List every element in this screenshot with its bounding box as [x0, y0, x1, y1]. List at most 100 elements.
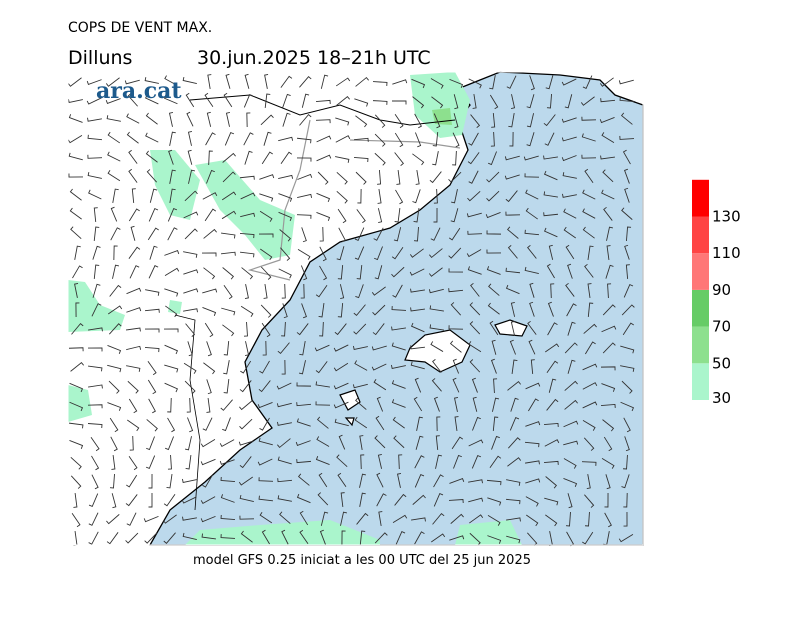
- wind-barb: [319, 226, 324, 242]
- wind-barb: [561, 155, 577, 162]
- wind-barb: [333, 382, 349, 390]
- wind-barb: [430, 227, 441, 241]
- wind-barb: [299, 114, 312, 126]
- wind-barb: [258, 495, 274, 502]
- wind-barb: [241, 267, 254, 280]
- wind-barb: [491, 112, 496, 128]
- wind-barb: [394, 132, 404, 148]
- wind-barb: [258, 233, 274, 238]
- wind-barb: [561, 136, 577, 142]
- wind-barb: [582, 531, 594, 545]
- wind-barb: [504, 174, 520, 180]
- wind-barb: [357, 188, 362, 204]
- wind-barb: [128, 455, 138, 471]
- wind-barb: [319, 321, 324, 337]
- wind-barb: [86, 79, 102, 85]
- wind-barb: [206, 341, 212, 357]
- wind-barb: [71, 323, 84, 335]
- wind-barb: [486, 249, 502, 254]
- wind-barb: [371, 363, 387, 371]
- wind-barb: [547, 301, 554, 317]
- wind-barb: [601, 457, 615, 469]
- wind-barb: [563, 208, 577, 219]
- wind-barb: [450, 302, 462, 316]
- wind-barb: [259, 210, 273, 222]
- wind-barb: [374, 532, 388, 544]
- wind-barb: [582, 189, 596, 200]
- wind-barb: [243, 321, 248, 337]
- wind-barb: [618, 533, 634, 543]
- wind-barb: [72, 265, 83, 279]
- wind-barb: [203, 267, 216, 280]
- wind-barb: [316, 212, 331, 221]
- wind-barb: [488, 151, 497, 166]
- wind-barb: [333, 362, 349, 372]
- wind-barb: [430, 78, 444, 89]
- wind-barb: [185, 92, 195, 108]
- wind-barb: [564, 380, 578, 391]
- wind-barb: [181, 496, 197, 504]
- wind-barb: [239, 418, 253, 430]
- wind-barb: [88, 189, 102, 200]
- wind-barb: [92, 245, 101, 260]
- wind-barb: [202, 192, 218, 200]
- wind-barb: [148, 492, 153, 508]
- wind-barb: [413, 396, 423, 412]
- wind-barb: [489, 320, 499, 336]
- wind-barb: [469, 302, 481, 316]
- wind-barb: [87, 365, 103, 372]
- wind-barb: [392, 284, 403, 298]
- wind-barb: [468, 132, 479, 146]
- wind-barb: [148, 473, 153, 489]
- wind-barb: [334, 418, 349, 427]
- wind-barb: [599, 117, 615, 124]
- wind-barb: [187, 130, 193, 146]
- wind-barb: [623, 417, 631, 433]
- map-frame: [67, 71, 644, 546]
- wind-barb: [393, 435, 405, 449]
- wind-barb: [297, 193, 313, 198]
- wind-barb: [372, 323, 385, 336]
- wind-barb: [469, 532, 481, 546]
- wind-barb: [525, 496, 539, 507]
- legend-label: 30: [712, 389, 731, 407]
- wind-barb: [451, 436, 464, 450]
- wind-barb: [259, 174, 275, 180]
- wind-barb: [300, 265, 308, 281]
- wind-barb: [567, 263, 573, 279]
- wind-barb: [317, 171, 329, 185]
- wind-barb: [625, 226, 632, 242]
- wind-barb: [70, 361, 84, 372]
- wind-barb: [524, 173, 540, 178]
- wind-barb: [299, 510, 309, 526]
- wind-barb: [396, 472, 402, 488]
- wind-barb: [415, 170, 420, 185]
- wind-barb: [432, 131, 439, 147]
- wind-barb: [109, 473, 115, 489]
- wind-barb: [187, 417, 194, 433]
- wind-barb: [108, 323, 122, 335]
- wind-barb: [376, 396, 384, 412]
- wind-barb: [567, 359, 576, 374]
- wind-barb: [319, 529, 326, 545]
- wind-barb: [530, 359, 535, 375]
- wind-barb: [391, 380, 406, 389]
- wind-barb: [341, 530, 346, 546]
- wind-barb: [600, 98, 616, 103]
- wind-barb: [259, 360, 270, 374]
- wind-barb: [507, 381, 522, 391]
- wind-barb: [334, 323, 347, 336]
- wind-barb: [452, 132, 460, 148]
- wind-barb: [506, 226, 519, 239]
- wind-barb: [164, 382, 178, 393]
- legend-label: 70: [712, 318, 731, 336]
- wind-barb: [548, 378, 557, 393]
- wind-barb: [147, 379, 157, 395]
- wind-barb: [246, 112, 251, 128]
- wind-barb: [67, 98, 83, 104]
- wind-barb: [470, 282, 480, 297]
- ibiza: [339, 389, 361, 427]
- wind-barb: [374, 114, 386, 128]
- wind-barb: [316, 154, 332, 162]
- wind-barb: [296, 418, 311, 427]
